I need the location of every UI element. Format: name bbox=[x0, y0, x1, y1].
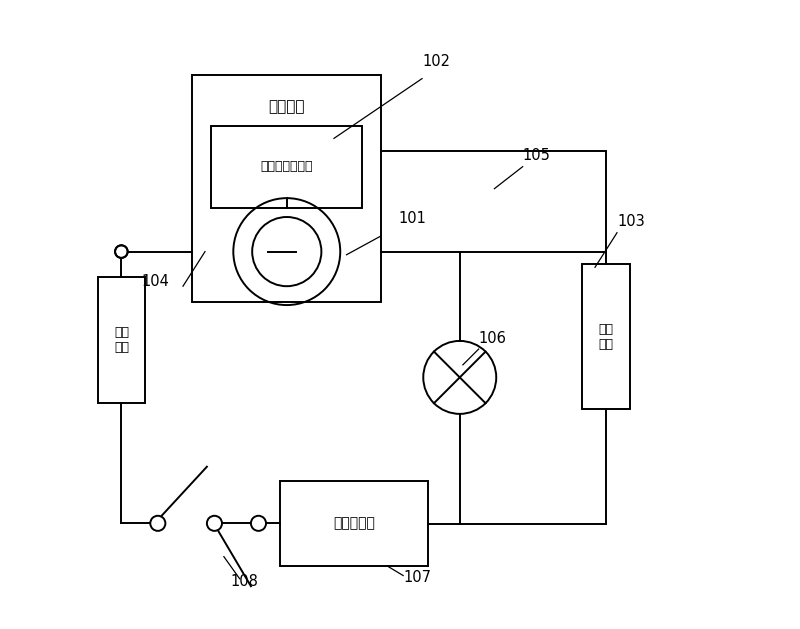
Text: 107: 107 bbox=[403, 570, 431, 585]
Bar bbox=[193, 75, 381, 302]
Text: 106: 106 bbox=[478, 331, 506, 346]
Text: 108: 108 bbox=[230, 574, 258, 589]
Text: 102: 102 bbox=[422, 54, 450, 69]
Text: 智能信号采集器: 智能信号采集器 bbox=[261, 160, 313, 173]
Circle shape bbox=[251, 516, 266, 531]
Circle shape bbox=[115, 245, 128, 258]
Text: 101: 101 bbox=[398, 211, 426, 226]
Bar bbox=[211, 126, 362, 208]
Text: 测试
电源: 测试 电源 bbox=[114, 326, 129, 353]
Text: 测试
负载: 测试 负载 bbox=[598, 323, 614, 350]
Text: 105: 105 bbox=[522, 148, 550, 164]
Circle shape bbox=[207, 516, 222, 531]
Text: 104: 104 bbox=[142, 274, 169, 289]
Text: 103: 103 bbox=[617, 214, 645, 230]
Bar bbox=[98, 277, 146, 403]
Bar bbox=[281, 481, 428, 566]
Text: 定时控制器: 定时控制器 bbox=[334, 516, 375, 531]
Bar bbox=[582, 264, 630, 409]
Circle shape bbox=[150, 516, 166, 531]
Text: 告警设备: 告警设备 bbox=[269, 99, 305, 114]
